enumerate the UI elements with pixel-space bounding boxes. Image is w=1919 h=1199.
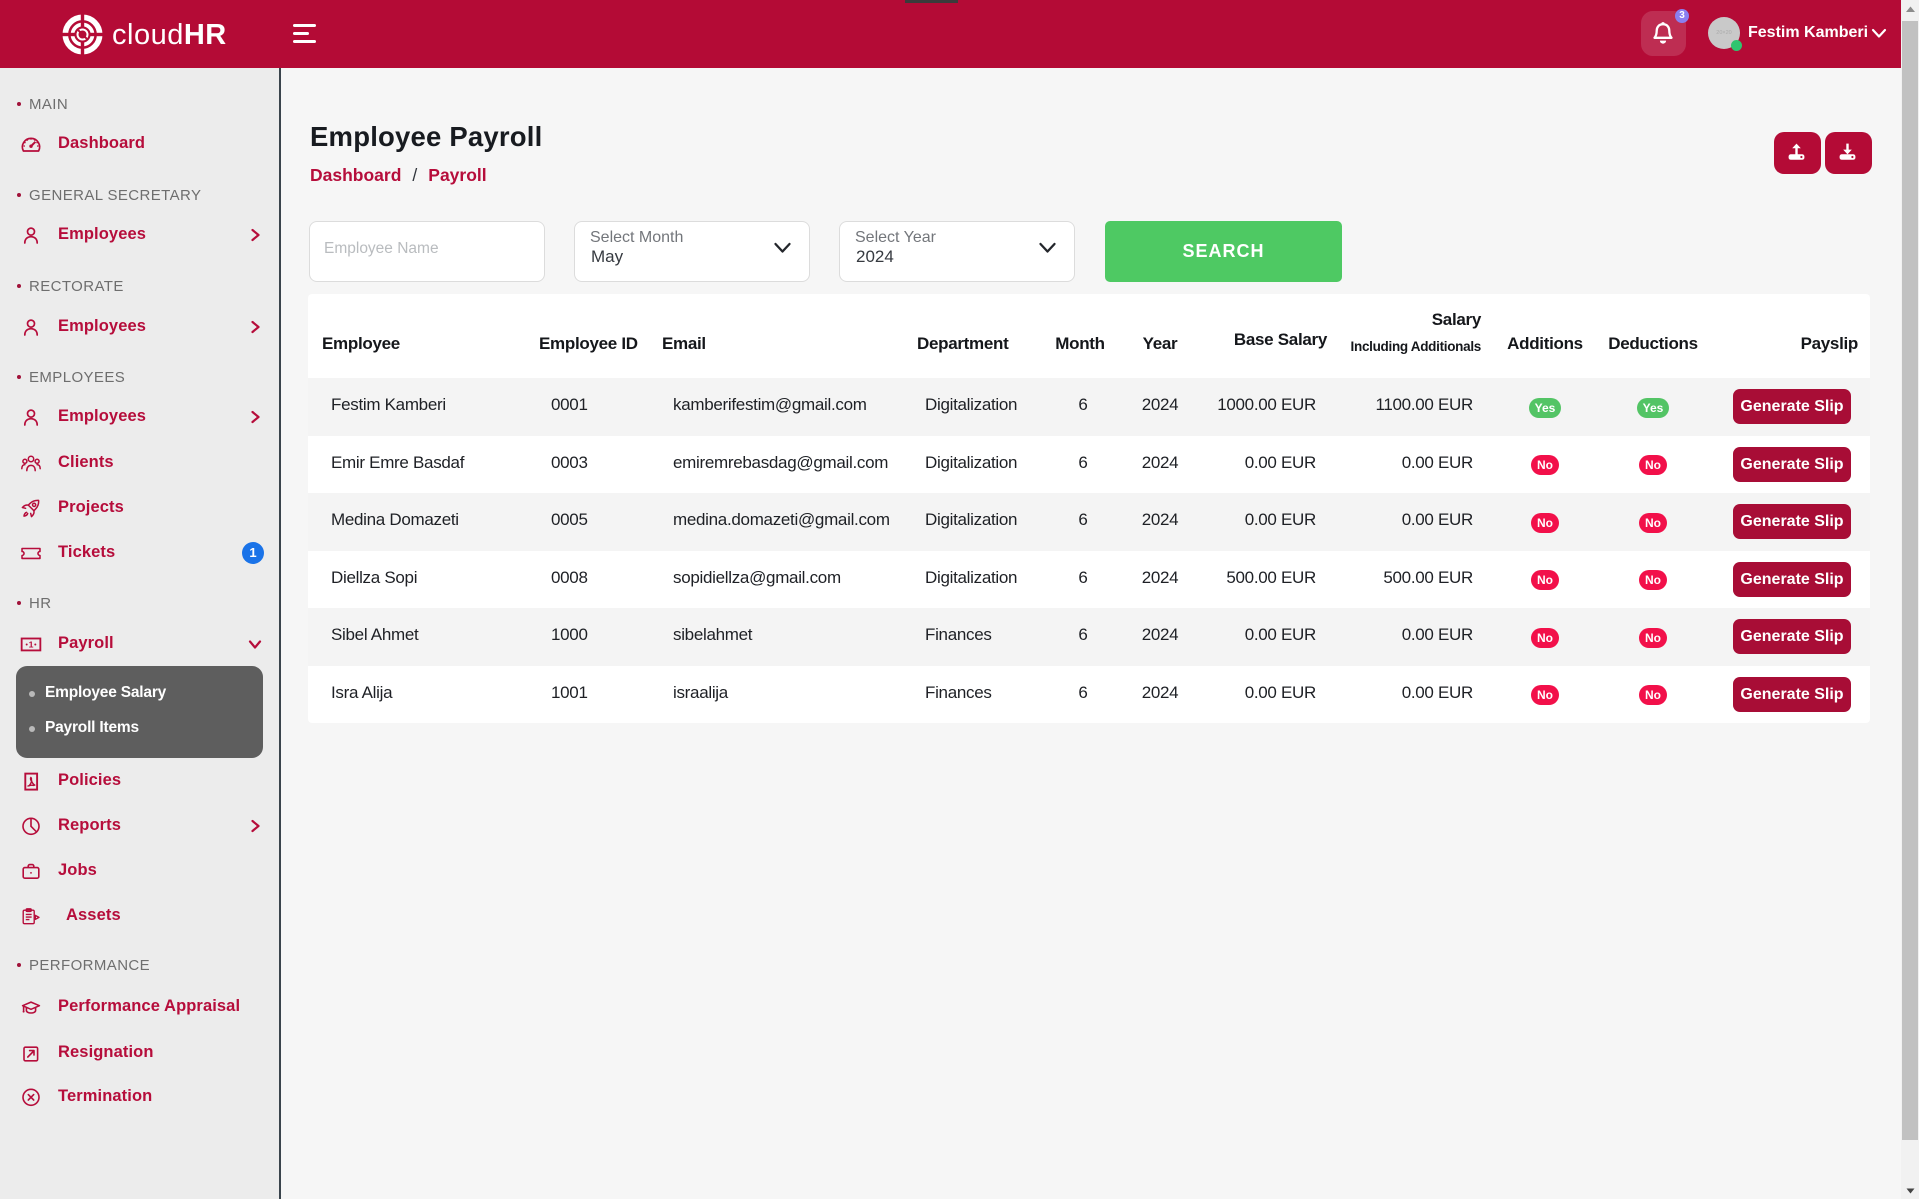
svg-text:1: 1 [29,639,34,649]
